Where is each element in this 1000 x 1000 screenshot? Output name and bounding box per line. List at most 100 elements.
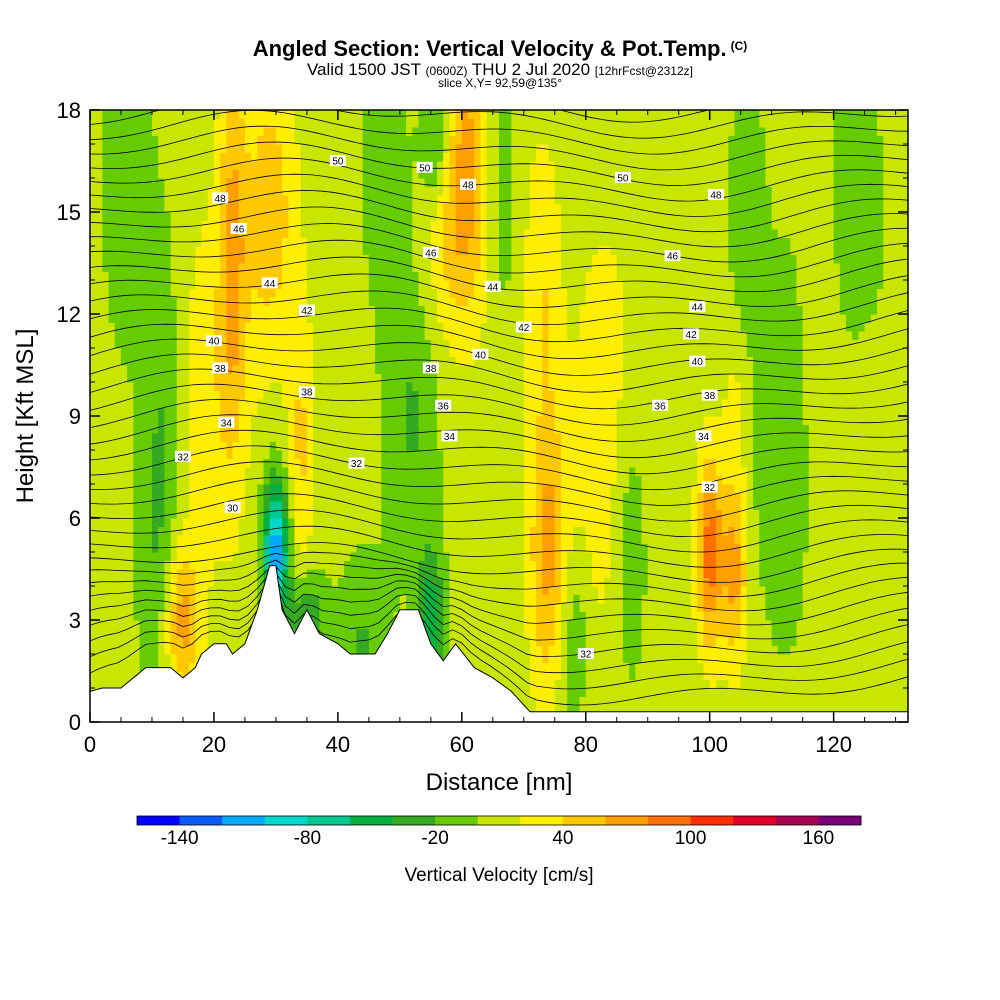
field-cell: [90, 594, 97, 604]
field-cell: [282, 152, 289, 162]
field-cell: [412, 569, 419, 578]
field-cell: [269, 127, 277, 136]
field-cell: [505, 424, 512, 434]
field-cell: [195, 339, 203, 349]
field-cell: [412, 484, 419, 493]
field-cell: [139, 203, 147, 213]
field-cell: [331, 195, 339, 204]
field-cell: [96, 110, 103, 119]
field-cell: [344, 441, 351, 451]
field-cell: [176, 212, 184, 221]
field-cell: [232, 416, 240, 425]
field-cell: [375, 314, 382, 323]
field-cell: [306, 161, 314, 170]
field-cell: [430, 535, 438, 544]
field-cell: [170, 390, 178, 400]
field-cell: [412, 399, 419, 408]
field-cell: [455, 118, 463, 128]
field-cell: [350, 237, 357, 247]
field-cell: [511, 688, 519, 697]
field-cell: [486, 186, 494, 196]
field-cell: [232, 424, 240, 434]
field-cell: [375, 407, 382, 417]
field-cell: [325, 314, 333, 323]
field-cell: [325, 212, 333, 221]
field-cell: [356, 594, 364, 604]
field-cell: [449, 161, 457, 170]
field-cell: [430, 637, 438, 646]
field-cell: [511, 152, 519, 162]
field-cell: [474, 314, 481, 323]
field-cell: [269, 518, 277, 527]
field-cell: [201, 569, 209, 578]
field-cell: [164, 229, 172, 238]
field-cell: [499, 594, 506, 604]
field-cell: [511, 679, 519, 689]
field-cell: [300, 110, 308, 119]
field-cell: [368, 475, 376, 485]
field-cell: [362, 169, 370, 179]
field-cell: [362, 254, 370, 264]
field-cell: [418, 450, 426, 459]
field-cell: [244, 339, 252, 349]
field-cell: [182, 620, 190, 629]
field-cell: [499, 552, 506, 561]
field-cell: [151, 637, 159, 646]
field-cell: [344, 135, 351, 145]
field-cell: [213, 467, 221, 476]
field-cell: [238, 577, 246, 587]
field-cell: [362, 586, 370, 595]
field-cell: [226, 450, 234, 459]
field-cell: [226, 441, 234, 451]
field-cell: [213, 110, 221, 119]
field-cell: [443, 382, 450, 391]
field-cell: [288, 594, 295, 604]
field-cell: [232, 118, 240, 128]
field-cell: [480, 186, 488, 196]
field-cell: [406, 467, 413, 476]
field-cell: [468, 535, 475, 544]
field-cell: [133, 654, 141, 663]
field-cell: [437, 526, 444, 536]
field-cell: [375, 110, 382, 119]
field-cell: [170, 356, 178, 366]
field-cell: [170, 475, 178, 485]
field-cell: [331, 263, 339, 272]
field-cell: [114, 237, 122, 247]
field-cell: [133, 484, 141, 493]
field-cell: [244, 348, 252, 357]
field-cell: [381, 552, 388, 561]
field-cell: [424, 526, 432, 536]
field-cell: [263, 424, 271, 434]
field-cell: [424, 305, 432, 315]
field-cell: [170, 603, 178, 612]
field-cell: [108, 212, 116, 221]
field-cell: [319, 118, 326, 128]
field-cell: [424, 433, 432, 442]
field-cell: [437, 212, 444, 221]
field-cell: [461, 356, 469, 366]
field-cell: [468, 407, 475, 417]
field-cell: [108, 373, 116, 383]
field-cell: [201, 518, 209, 527]
field-cell: [331, 169, 339, 179]
field-cell: [319, 577, 326, 587]
field-cell: [319, 458, 326, 468]
field-cell: [474, 543, 481, 553]
field-cell: [325, 331, 333, 340]
field-cell: [375, 161, 382, 170]
field-cell: [486, 373, 494, 383]
field-cell: [474, 382, 481, 391]
field-cell: [96, 365, 103, 374]
field-cell: [306, 339, 314, 349]
field-cell: [182, 543, 190, 553]
field-cell: [486, 577, 494, 587]
field-cell: [213, 577, 221, 587]
field-cell: [158, 407, 165, 417]
field-cell: [226, 212, 234, 221]
field-cell: [406, 424, 413, 434]
field-cell: [102, 628, 110, 638]
field-cell: [189, 628, 196, 638]
field-cell: [468, 220, 475, 230]
field-cell: [207, 424, 215, 434]
